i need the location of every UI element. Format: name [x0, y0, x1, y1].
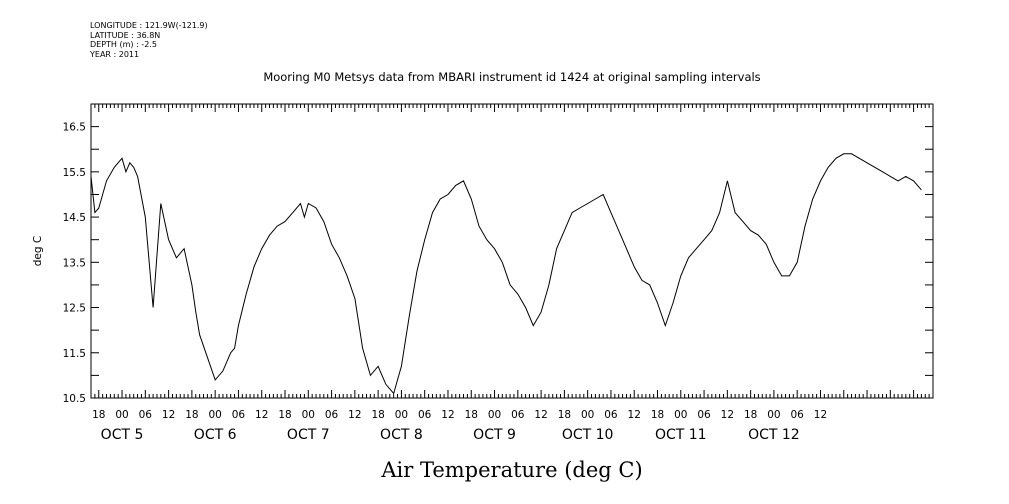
meta-latitude: LATITUDE : 36.8N [90, 30, 161, 40]
x-tick-label: 18 [278, 409, 291, 421]
x-tick-label: 00 [488, 409, 501, 421]
x-tick-label: 06 [325, 409, 339, 421]
y-axis: 10.5 11.5 12.5 13.5 14.5 15.5 16.5 [63, 103, 933, 405]
plot-frame [90, 103, 934, 399]
y-tick-label: 16.5 [63, 122, 86, 134]
y-axis-label: deg C [32, 236, 44, 266]
x-tick-label: 18 [371, 409, 384, 421]
x-tick-label: 00 [581, 409, 594, 421]
y-tick-label: 10.5 [63, 393, 86, 405]
chart-title: Mooring M0 Metsys data from MBARI instru… [263, 70, 760, 84]
x-day-label: OCT 6 [194, 427, 237, 443]
x-tick-label: 00 [115, 409, 128, 421]
x-tick-label: 12 [162, 409, 175, 421]
x-tick-label: 00 [674, 409, 687, 421]
series-group [90, 153, 922, 395]
x-tick-label: 06 [791, 409, 805, 421]
x-tick-label: 06 [232, 409, 246, 421]
x-day-label: OCT 9 [473, 427, 516, 443]
x-tick-label: 12 [255, 409, 268, 421]
x-tick-label: 18 [558, 409, 571, 421]
x-day-label: OCT 8 [380, 427, 423, 443]
x-tick-label: 12 [814, 409, 827, 421]
x-tick-label: 06 [511, 409, 525, 421]
x-tick-label: 00 [208, 409, 221, 421]
x-tick-label: 12 [628, 409, 641, 421]
x-tick-label: 18 [92, 409, 105, 421]
y-tick-label: 13.5 [63, 257, 86, 269]
x-tick-label: 12 [721, 409, 734, 421]
meta-year: YEAR : 2011 [90, 49, 140, 59]
y-tick-label: 12.5 [63, 303, 86, 315]
x-tick-label: 06 [697, 409, 711, 421]
series-line [90, 153, 922, 395]
x-day-label: OCT 7 [287, 427, 330, 443]
x-axis: 18 00 06 12 18 00 06 12 18 00 06 12 18 00 06 12 18 00 06 12… [90, 104, 934, 443]
x-tick-label: 06 [604, 409, 618, 421]
x-tick-label: 06 [418, 409, 432, 421]
x-day-label: OCT 11 [655, 427, 707, 443]
y-tick-label: 15.5 [63, 167, 86, 179]
y-tick-label: 14.5 [63, 212, 86, 224]
x-day-label: OCT 10 [562, 427, 614, 443]
x-day-label: OCT 12 [748, 427, 800, 443]
x-tick-label: 00 [395, 409, 408, 421]
x-tick-label: 18 [651, 409, 664, 421]
x-axis-label: Air Temperature (deg C) [380, 458, 642, 482]
x-tick-label: 06 [139, 409, 153, 421]
x-tick-label: 00 [767, 409, 780, 421]
y-tick-label: 11.5 [63, 348, 86, 360]
x-tick-label: 18 [185, 409, 198, 421]
meta-longitude: LONGITUDE : 121.9W(-121.9) [90, 21, 208, 30]
x-tick-label: 18 [744, 409, 757, 421]
x-tick-label: 18 [465, 409, 478, 421]
x-tick-label: 12 [348, 409, 361, 421]
x-tick-label: 12 [534, 409, 547, 421]
x-day-label: OCT 5 [101, 427, 144, 443]
station-metadata: LONGITUDE : 121.9W(-121.9) LATITUDE : 36… [90, 21, 208, 59]
x-tick-label: 12 [441, 409, 454, 421]
x-tick-label: 00 [302, 409, 315, 421]
meta-depth: DEPTH (m) : -2.5 [90, 40, 157, 49]
